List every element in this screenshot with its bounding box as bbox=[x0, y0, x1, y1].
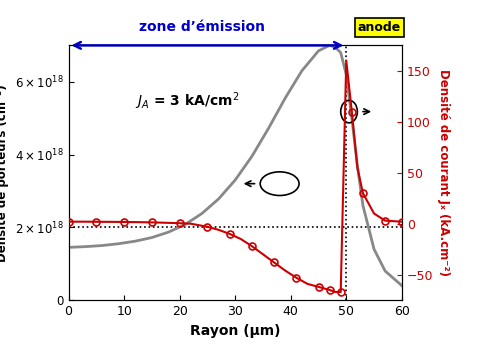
Y-axis label: Densité de porteurs (cm⁻³): Densité de porteurs (cm⁻³) bbox=[0, 84, 9, 262]
X-axis label: Rayon (µm): Rayon (µm) bbox=[190, 324, 280, 337]
Text: zone d’émission: zone d’émission bbox=[139, 20, 265, 34]
Y-axis label: Densité de courant Jₓ (kA.cm⁻²): Densité de courant Jₓ (kA.cm⁻²) bbox=[437, 69, 450, 276]
Text: $J_A$ = 3 kA/cm$^2$: $J_A$ = 3 kA/cm$^2$ bbox=[135, 91, 240, 112]
Text: anode: anode bbox=[358, 21, 401, 34]
